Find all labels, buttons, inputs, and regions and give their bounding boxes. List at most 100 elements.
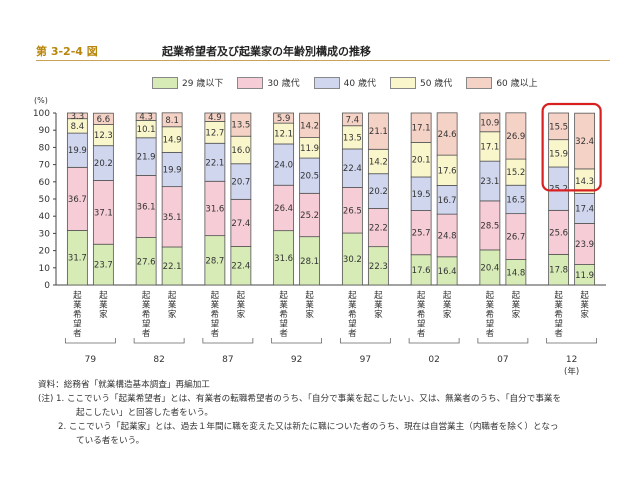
data-label: 14.2 [369,158,388,168]
data-label: 11.9 [300,144,319,154]
data-label: 23.1 [480,177,499,187]
legend-swatch [152,76,178,89]
group-label-char: 者 [211,329,220,339]
group-label-char: 業 [443,300,452,311]
figure-number: 第 3-2-4 図 [36,45,98,58]
data-label: 35.1 [163,213,182,223]
legend-item: 29 歳以下 [152,76,223,89]
group-label-char: 業 [417,300,426,311]
legend-label: 50 歳代 [419,79,453,89]
group-label-char: 業 [554,300,563,311]
data-label: 24.6 [438,130,457,140]
group-label-char: 希 [554,309,563,320]
y-tick-label: 100 [33,109,50,119]
data-label: 14.8 [506,268,525,278]
group-label-char: 家 [237,309,246,320]
data-label: 21.9 [137,153,156,163]
data-label: 19.9 [68,146,87,156]
group-label-char: 起 [443,291,452,301]
data-label: 25.7 [412,229,431,239]
legend-swatch [389,76,416,89]
group-label-char: 者 [486,329,495,339]
group-label-char: 望 [279,319,288,330]
data-label: 19.5 [412,190,431,200]
data-label: 17.1 [412,124,431,134]
data-label: 12.1 [274,130,293,140]
year-tick-label: 92 [291,355,302,365]
legend-item: 50 歳代 [389,76,453,89]
data-label: 24.0 [274,161,293,171]
data-label: 8.1 [165,116,179,126]
group-label-char: 起 [142,291,151,301]
bar-segment [574,112,596,170]
y-tick-label: 60 [39,178,51,188]
note-1-line-1: (注) 1. ここでいう「起業希望者」とは、有業者の転職希望者のうち、「自分で事… [38,394,562,404]
data-label: 14.2 [300,121,319,131]
group-label-char: 者 [417,329,426,339]
year-tick-label: 12 [566,355,577,365]
group-bracket [408,338,460,344]
data-label: 28.7 [205,256,224,266]
bar-segment [299,112,321,138]
group-label-char: 希 [348,309,357,320]
y-tick-label: 30 [39,229,51,239]
group-label-char: 起 [168,291,177,301]
year-tick-label: 79 [85,355,97,365]
bar-segment [410,112,432,143]
group-label-char: 業 [168,300,177,311]
legend-swatch [313,76,340,89]
note-1-line-2: 起こしたい」と回答した者をいう。 [76,408,213,418]
data-label: 3.3 [71,112,85,122]
data-label: 27.6 [137,257,156,267]
data-label: 23.9 [575,240,594,250]
y-tick-label: 70 [39,161,51,171]
data-label: 26.5 [343,206,362,216]
data-label: 26.9 [506,132,525,142]
group-label-char: 業 [73,300,82,311]
data-label: 20.7 [231,178,250,188]
group-label-char: 起 [554,291,563,301]
year-tick-label: 07 [497,355,508,365]
figure-header: 第 3-2-4 図 起業希望者及び起業家の年齢別構成の推移 [36,40,610,61]
group-bracket [339,338,391,344]
data-label: 22.2 [369,224,388,234]
data-label: 26.7 [506,233,525,243]
group-label-char: 家 [168,309,177,320]
data-label: 28.5 [480,221,499,231]
legend-swatch [237,76,264,89]
data-label: 20.5 [300,172,319,182]
data-label: 14.3 [575,177,594,187]
group-label-char: 希 [142,309,151,320]
bar-segment [367,112,389,150]
legend-swatch [466,76,493,89]
bar-segment [273,112,295,124]
group-label-char: 業 [580,300,589,311]
group-label-char: 業 [237,300,246,311]
group-label-char: 家 [512,309,521,320]
data-label: 10.9 [480,118,499,128]
data-label: 20.2 [369,187,388,197]
data-label: 36.1 [137,202,156,212]
group-label-char: 望 [417,319,426,330]
data-label: 11.9 [575,271,594,281]
data-label: 25.2 [300,211,319,221]
data-label: 14.9 [163,136,182,146]
data-label: 36.7 [68,195,87,205]
year-tick-label: 02 [428,355,439,365]
data-label: 4.3 [139,113,153,123]
group-label-char: 希 [211,309,220,320]
legend-label: 60 歳以上 [496,79,538,89]
group-bracket [546,338,598,344]
data-label: 21.1 [369,127,388,137]
data-label: 13.5 [231,121,250,131]
data-label: 12.3 [94,131,113,141]
data-label: 20.2 [94,159,113,169]
data-label: 16.0 [231,146,250,156]
data-label: 17.4 [575,204,594,214]
group-label-char: 業 [142,300,151,311]
data-label: 12.7 [205,128,224,138]
note-2-line-1: 2. ここでいう「起業家」とは、過去１年間に職を変えた又は新たに職についた者のう… [58,422,559,432]
data-label: 7.4 [346,115,360,125]
data-label: 22.4 [343,164,362,174]
